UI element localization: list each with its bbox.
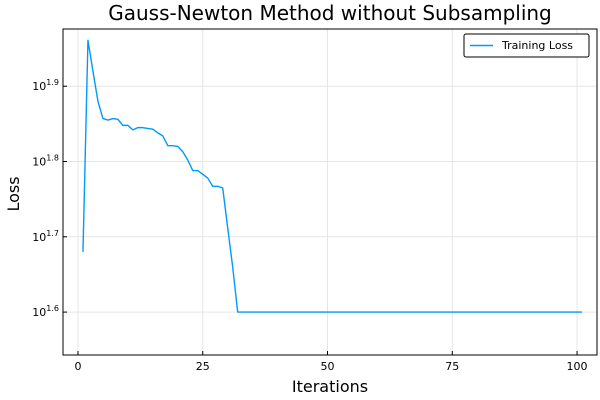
y-tick-label: 101.6 [32, 304, 59, 319]
x-axis-label: Iterations [292, 377, 368, 396]
x-tick-label: 100 [567, 360, 588, 373]
legend: Training Loss [463, 33, 590, 58]
grid-lines [63, 29, 597, 355]
y-tick-label: 101.7 [32, 229, 59, 244]
y-axis-label: Loss [4, 176, 23, 211]
chart-title: Gauss-Newton Method without Subsampling [108, 1, 552, 25]
legend-label-training-loss: Training Loss [501, 39, 573, 52]
plot-frame [62, 28, 598, 356]
x-tick-label: 0 [74, 360, 81, 373]
series-layer [82, 39, 583, 313]
axis-ticks: 0 25 50 75 100 101.6 101.7 101.8 101.9 [32, 78, 587, 373]
legend-box [463, 33, 590, 58]
x-tick-label: 75 [445, 360, 459, 373]
x-tick-label: 50 [321, 360, 335, 373]
x-tick-label: 25 [196, 360, 210, 373]
y-tick-label: 101.8 [32, 154, 59, 169]
y-tick-label: 101.9 [32, 78, 59, 93]
series-line-training-loss [82, 39, 583, 313]
